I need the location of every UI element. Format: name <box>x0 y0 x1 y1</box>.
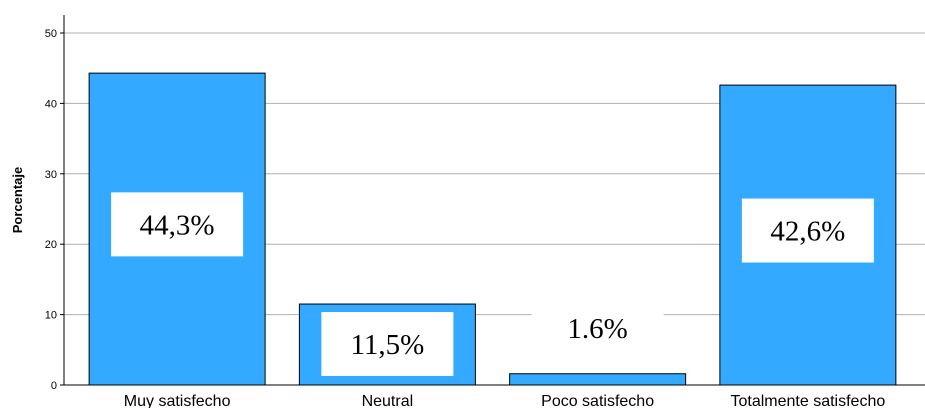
y-tick-label: 0 <box>51 380 57 392</box>
y-tick-labels: 0 10 20 30 40 50 <box>45 28 57 392</box>
y-tick-label: 30 <box>45 169 57 181</box>
data-label: 44,3% <box>140 209 215 241</box>
x-category-label: Neutral <box>362 393 414 408</box>
data-label: 11,5% <box>350 329 424 361</box>
data-label: 42,6% <box>770 216 845 248</box>
y-tick-label: 20 <box>45 239 57 251</box>
data-labels: 44,3% 11,5% 1.6% 42,6% <box>111 192 874 376</box>
data-label-box <box>531 310 664 346</box>
x-category-label: Totalmente satisfecho <box>731 393 886 408</box>
data-label: 1.6% <box>567 313 627 345</box>
bar-poco-satisfecho <box>509 373 687 386</box>
x-category-label: Muy satisfecho <box>124 393 231 408</box>
data-label-box <box>741 198 874 263</box>
data-label-box <box>321 312 454 376</box>
data-label-box <box>111 192 244 257</box>
category-labels: Muy satisfecho Neutral Poco satisfecho Tota… <box>124 393 886 408</box>
y-tick-label: 10 <box>45 310 57 322</box>
y-tick-label: 40 <box>45 98 57 110</box>
y-tick-label: 50 <box>45 28 57 40</box>
y-axis-label: Porcentaje <box>10 167 25 233</box>
x-category-label: Poco satisfecho <box>541 393 654 408</box>
